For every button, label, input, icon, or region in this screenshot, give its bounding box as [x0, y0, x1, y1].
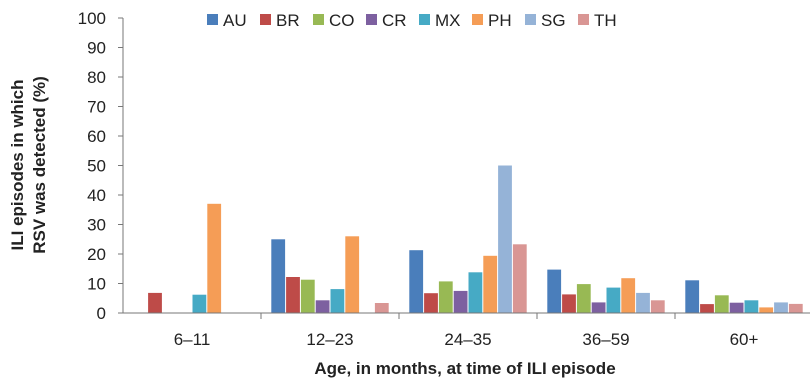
legend-swatch-ph [472, 14, 483, 25]
x-tick-label-6-11: 6–11 [174, 330, 211, 349]
bar-au-36-59 [547, 269, 562, 313]
legend-label-cr: CR [382, 11, 407, 30]
y-tick-label-70: 70 [87, 98, 106, 117]
bar-th-60 [788, 303, 803, 313]
bar-co-24-35 [438, 281, 453, 313]
bar-cr-24-35 [453, 290, 468, 313]
bar-th-36-59 [650, 300, 665, 313]
bar-br-6-11 [148, 292, 162, 313]
bar-au-60 [685, 280, 700, 313]
legend-swatch-br [260, 14, 271, 25]
legend-swatch-au [207, 14, 218, 25]
legend-swatch-mx [419, 14, 430, 25]
bar-ph-24-35 [483, 255, 498, 313]
x-axis-title: Age, in months, at time of ILI episode [314, 359, 615, 378]
legend-label-co: CO [329, 11, 355, 30]
bar-br-60 [700, 304, 714, 313]
y-tick-label-20: 20 [87, 245, 106, 264]
y-tick-label-0: 0 [97, 304, 106, 323]
bar-ph-36-59 [621, 278, 636, 313]
bar-au-12-23 [271, 239, 286, 314]
y-tick-label-40: 40 [87, 186, 106, 205]
bar-mx-12-23 [330, 289, 345, 313]
x-tick-label-24-35: 24–35 [444, 330, 491, 349]
bar-mx-36-59 [606, 287, 621, 313]
bar-co-12-23 [300, 279, 315, 313]
legend-label-th: TH [594, 11, 617, 30]
y-tick-label-10: 10 [87, 275, 106, 294]
y-axis-title-line-1: ILI episodes in which [8, 80, 27, 251]
x-tick-label-12-23: 12–23 [306, 330, 353, 349]
bar-ph-6-11 [207, 203, 222, 313]
bar-mx-6-11 [192, 294, 207, 313]
legend-label-br: BR [276, 11, 300, 30]
bar-br-24-35 [424, 293, 438, 313]
axes [122, 18, 810, 314]
bar-mx-60 [744, 300, 759, 313]
legend-swatch-th [578, 14, 589, 25]
bar-co-60 [714, 295, 729, 313]
legend-label-sg: SG [541, 11, 566, 30]
bar-cr-60 [729, 302, 744, 313]
y-axis-ticks: 0 10 20 30 40 50 60 70 80 90 100 [78, 9, 123, 323]
bar-sg-36-59 [636, 292, 650, 313]
y-tick-label-30: 30 [87, 216, 106, 235]
y-axis-title-line-2: RSV was detected (%) [30, 76, 49, 254]
y-tick-label-80: 80 [87, 68, 106, 87]
bar-co-36-59 [576, 284, 591, 313]
bar-mx-24-35 [468, 272, 483, 313]
y-tick-label-60: 60 [87, 127, 106, 146]
legend-label-au: AU [223, 11, 247, 30]
bar-sg-60 [774, 302, 788, 313]
bar-th-24-35 [512, 244, 527, 313]
bars [148, 165, 803, 314]
bar-cr-36-59 [591, 302, 606, 313]
legend-swatch-cr [366, 14, 377, 25]
legend-label-mx: MX [435, 11, 461, 30]
bar-br-12-23 [286, 277, 300, 313]
bar-au-24-35 [409, 250, 424, 313]
bar-ph-60 [759, 307, 774, 313]
x-tick-label-60: 60+ [730, 330, 759, 349]
bar-cr-12-23 [315, 300, 330, 313]
y-tick-label-50: 50 [87, 157, 106, 176]
y-tick-label-90: 90 [87, 39, 106, 58]
legend-label-ph: PH [488, 11, 512, 30]
bar-br-36-59 [562, 294, 576, 313]
bar-ph-12-23 [345, 236, 360, 313]
bar-th-12-23 [374, 303, 389, 313]
bar-sg-24-35 [498, 165, 512, 313]
x-tick-label-36-59: 36–59 [582, 330, 629, 349]
legend-swatch-co [313, 14, 324, 25]
y-tick-label-100: 100 [78, 9, 106, 28]
legend: AU BR CO CR MX PH SG TH [207, 11, 617, 30]
legend-swatch-sg [525, 14, 536, 25]
x-axis-ticks: 6–11 12–23 24–35 36–59 60+ [174, 313, 759, 349]
